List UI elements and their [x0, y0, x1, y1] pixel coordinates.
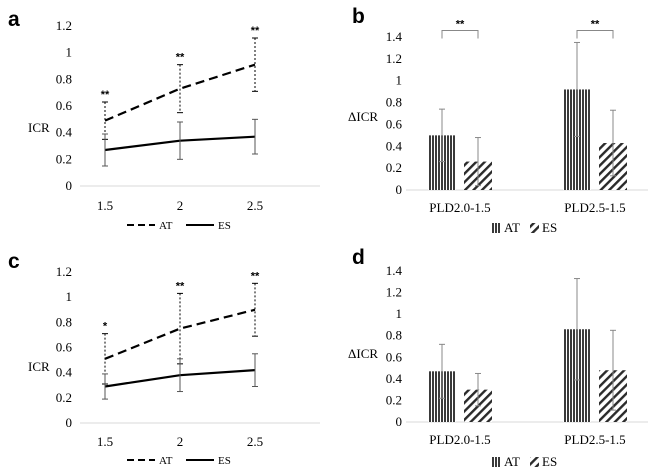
panel-a: a ICR 0 0.2 0.4 0.6 0.8 1 1.2 1.5 2 2.5 ** ** ** AT ES	[8, 8, 320, 232]
x-tick-label: PLD2.0-1.5	[429, 200, 490, 215]
panel-letter: b	[352, 5, 365, 28]
y-tick-label: 0.8	[56, 314, 72, 329]
y-tick-label: 0.4	[56, 365, 73, 380]
legend-swatch-es	[530, 457, 539, 467]
significance-marker: **	[176, 280, 185, 292]
legend-label-es: ES	[542, 454, 557, 469]
series-line-at	[104, 63, 256, 122]
x-tick-label: PLD2.5-1.5	[564, 432, 625, 447]
y-tick-label: 0.8	[386, 328, 402, 343]
x-tick-label: 2.5	[247, 198, 263, 213]
legend-label-at: AT	[504, 454, 520, 469]
significance-marker: *	[103, 321, 108, 333]
y-tick-label: 0.4	[56, 125, 73, 140]
y-tick-label: 1.2	[56, 264, 72, 279]
legend-swatch-at	[492, 457, 501, 467]
x-tick-label: 2	[177, 198, 184, 213]
panel-letter: d	[352, 246, 365, 269]
panel-d: d ΔICR 0 0.2 0.4 0.6 0.8 1 1.2 1.4 PLD2.0-1.5 PLD2.…	[348, 246, 648, 469]
significance-bracket	[441, 29, 479, 39]
y-tick-label: 1	[66, 45, 73, 60]
significance-marker: **	[101, 89, 110, 101]
y-tick-label: 1.4	[386, 29, 403, 44]
y-tick-label: 0.6	[386, 349, 403, 364]
legend-label-es: ES	[218, 455, 231, 467]
y-tick-label: 0	[66, 178, 73, 193]
y-tick-label: 0.4	[386, 138, 403, 153]
y-tick-label: 1.4	[386, 263, 403, 278]
legend-swatch-at	[492, 223, 501, 233]
legend-label-es: ES	[542, 220, 557, 235]
legend-label-at: AT	[159, 220, 173, 232]
panel-letter: c	[8, 250, 20, 273]
panel-letter: a	[8, 8, 20, 31]
significance-marker: **	[456, 18, 465, 30]
y-tick-label: 0	[396, 182, 403, 197]
panel-b: b ΔICR 0 0.2 0.4 0.6 0.8 1 1.2 1.4 PLD2.0-1.5 PLD2.…	[348, 5, 648, 235]
y-axis-label: ICR	[28, 359, 50, 374]
y-tick-label: 0	[66, 415, 73, 430]
y-axis-label: ICR	[28, 120, 50, 135]
y-tick-label: 1	[396, 73, 403, 88]
y-tick-label: 0.2	[386, 392, 402, 407]
y-tick-label: 1.2	[386, 51, 402, 66]
significance-marker: **	[176, 52, 185, 64]
y-tick-label: 0.8	[386, 95, 402, 110]
y-tick-label: 0.8	[56, 71, 72, 86]
y-axis-label: ΔICR	[348, 346, 378, 361]
legend-swatch-es	[530, 223, 539, 233]
y-tick-label: 1.2	[56, 18, 72, 33]
y-tick-label: 0	[396, 414, 403, 429]
y-tick-label: 0.2	[386, 160, 402, 175]
y-tick-label: 0.4	[386, 371, 403, 386]
y-tick-label: 0.6	[56, 340, 73, 355]
y-tick-label: 0.2	[56, 151, 72, 166]
legend-label-at: AT	[159, 455, 173, 467]
significance-marker: **	[591, 18, 600, 30]
y-axis-label: ΔICR	[348, 109, 378, 124]
legend-label-es: ES	[218, 220, 231, 232]
y-tick-label: 0.6	[56, 98, 73, 113]
x-tick-label: 1.5	[97, 198, 113, 213]
significance-marker: **	[251, 25, 260, 37]
x-tick-label: PLD2.5-1.5	[564, 200, 625, 215]
x-tick-label: 1.5	[97, 434, 113, 449]
legend-label-at: AT	[504, 220, 520, 235]
significance-bracket	[576, 29, 614, 39]
x-tick-label: 2.5	[247, 434, 263, 449]
y-tick-label: 1.2	[386, 285, 402, 300]
y-tick-label: 0.2	[56, 390, 72, 405]
x-tick-label: PLD2.0-1.5	[429, 432, 490, 447]
significance-marker: **	[251, 270, 260, 282]
y-tick-label: 0.6	[386, 116, 403, 131]
series-line-at	[104, 308, 256, 360]
y-tick-label: 1	[396, 306, 403, 321]
y-tick-label: 1	[66, 289, 73, 304]
x-tick-label: 2	[177, 434, 184, 449]
